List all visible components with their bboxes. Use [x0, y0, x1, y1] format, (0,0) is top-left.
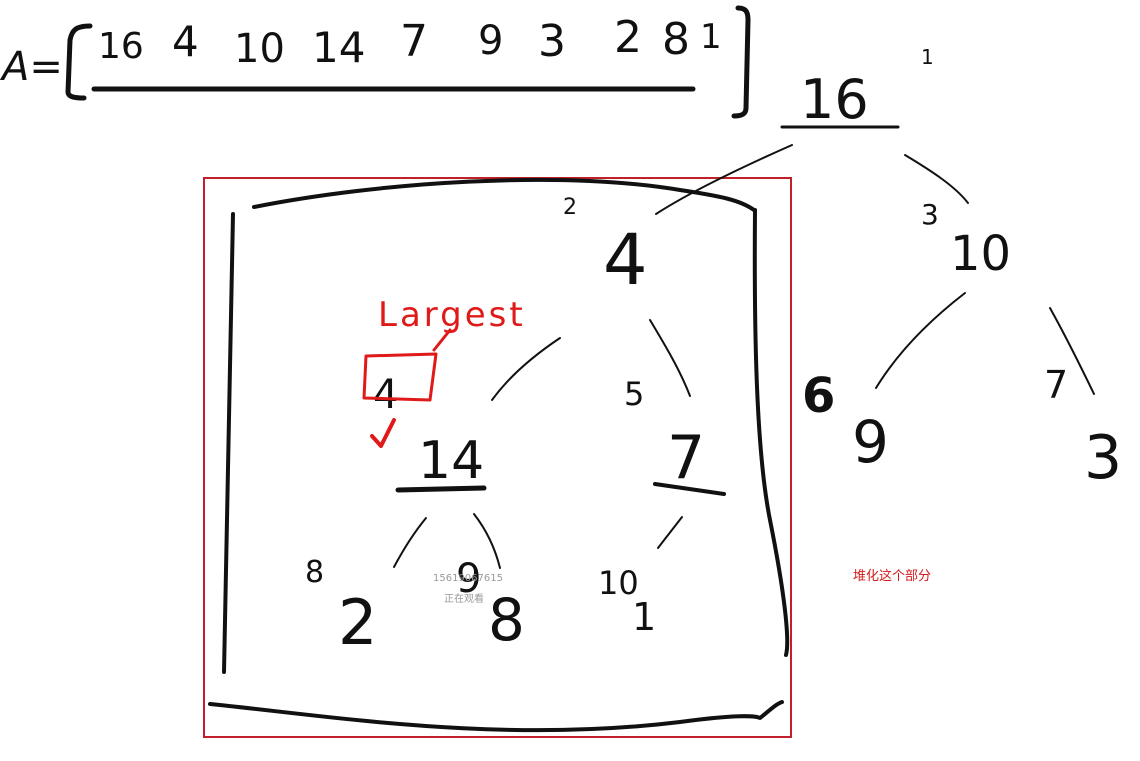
node-underline	[395, 485, 487, 493]
array-value: 7	[400, 16, 428, 67]
tree-edge	[491, 337, 561, 401]
node-value: 4	[603, 219, 648, 301]
node-index: 3	[921, 198, 939, 231]
node-index: 2	[563, 195, 577, 220]
node-index: 5	[624, 375, 644, 413]
array-value: 2	[614, 12, 642, 63]
heapify-section-frame	[203, 177, 792, 738]
subtree-box	[208, 177, 790, 733]
tree-edge	[655, 144, 793, 215]
largest-annotation: Largest	[362, 295, 526, 448]
node-value: 9	[852, 408, 889, 476]
tree-edge	[393, 517, 427, 568]
node-index: 8	[305, 555, 324, 590]
array-value: 3	[538, 16, 566, 67]
tree-edge	[1049, 307, 1095, 395]
array-value: 8	[662, 14, 690, 65]
array-label: A=	[0, 44, 63, 90]
tree-edge	[649, 319, 691, 397]
node-underline	[653, 482, 726, 496]
array-values: 16 4 10 14 7 9 3 2 8 1	[98, 12, 722, 72]
node-value: 2	[338, 586, 377, 659]
right-bracket	[731, 5, 751, 119]
tree-edge	[657, 516, 683, 549]
array-value: 14	[312, 23, 365, 72]
watermark-number: 15619067615	[433, 573, 503, 584]
array-value: 1	[700, 17, 722, 57]
node-index: 4	[373, 372, 398, 418]
node-value: 3	[1084, 423, 1122, 493]
left-bracket	[65, 23, 93, 101]
node-index: 9	[456, 556, 481, 602]
array-value: 9	[478, 18, 503, 64]
node-index: 7	[1044, 363, 1068, 407]
node-index: 10	[598, 564, 639, 602]
tree-edge	[875, 292, 966, 389]
tree-edge	[473, 513, 501, 569]
node-index: 1	[921, 45, 934, 69]
array-value: 10	[234, 26, 285, 72]
largest-box	[362, 352, 438, 402]
checkmark-icon	[370, 418, 396, 448]
largest-label: Largest	[378, 295, 526, 335]
node-value: 8	[488, 586, 525, 654]
tree-edge	[904, 154, 969, 204]
node-value: 10	[950, 226, 1011, 282]
tree-nodes: 1 16 2 4 3 10 4 14 5 7 6 9 7 3 8 2 9 8 1…	[305, 45, 1122, 659]
heapify-annotation: 堆化这个部分	[853, 569, 932, 584]
tree-edges	[393, 144, 1095, 569]
array-value: 4	[172, 17, 199, 66]
node-value: 14	[418, 431, 484, 491]
node-value: 1	[632, 595, 656, 639]
watermark-text: 正在观看	[444, 594, 484, 605]
array-value: 16	[98, 26, 144, 67]
node-value: 16	[800, 68, 869, 131]
largest-pointer	[432, 328, 452, 352]
node-index: 6	[802, 368, 835, 424]
node-value: 7	[667, 423, 705, 493]
